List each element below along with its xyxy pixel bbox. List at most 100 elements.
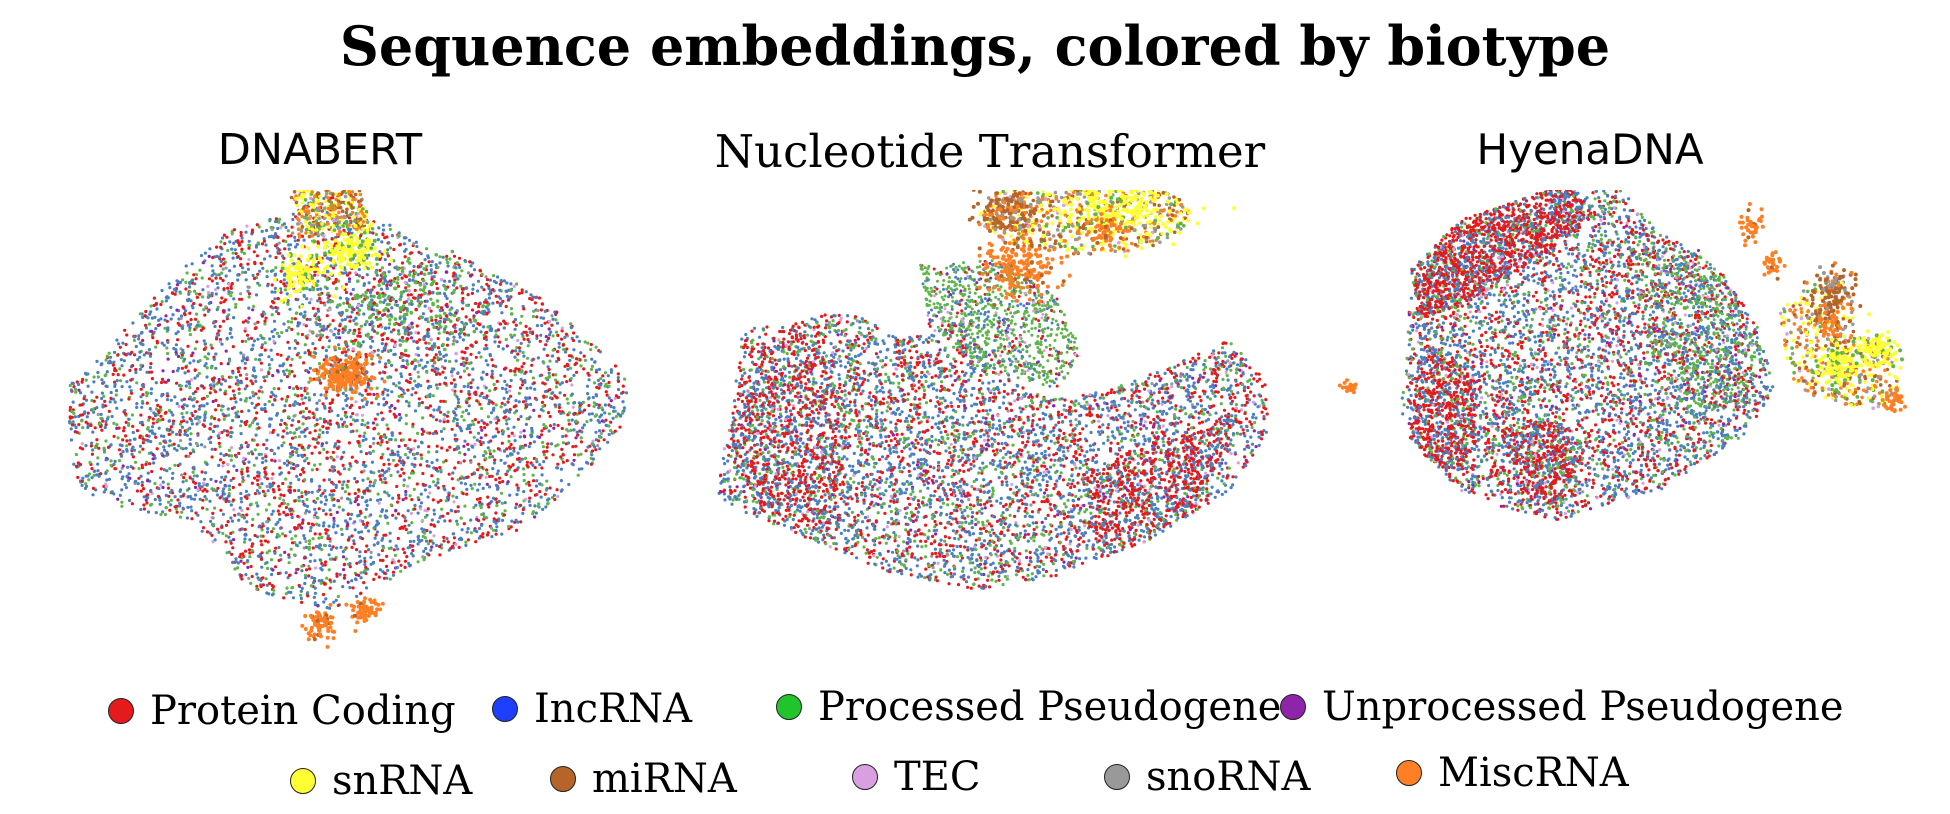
scatter-point-dnabert (429, 413, 433, 417)
scatter-point-dnabert (183, 371, 187, 375)
scatter-point-dnabert (200, 529, 204, 533)
scatter-point-dnabert (262, 237, 266, 241)
scatter-point-dnabert (287, 372, 292, 376)
scatter-point-dnabert (403, 551, 407, 555)
scatter-point-dnabert (259, 334, 263, 338)
scatter-point-dnabert (245, 224, 249, 228)
scatter-point-dnabert (330, 237, 334, 241)
scatter-point-dnabert (183, 472, 187, 476)
scatter-point-dnabert (283, 284, 287, 288)
scatter-point-dnabert (423, 488, 427, 492)
scatter-point-dnabert (388, 246, 393, 250)
scatter-point-dnabert (190, 422, 194, 426)
scatter-point-dnabert (126, 465, 130, 469)
scatter-point-dnabert (609, 399, 613, 403)
scatter-point-dnabert (530, 363, 534, 367)
scatter-point-dnabert (118, 367, 122, 371)
scatter-point-dnabert (287, 561, 291, 565)
scatter-point-dnabert (337, 336, 342, 340)
scatter-point-dnabert (283, 534, 287, 538)
scatter-point-dnabert (389, 503, 393, 507)
scatter-point-dnabert (228, 269, 232, 273)
scatter-point-dnabert (314, 351, 318, 355)
scatter-point-dnabert (210, 533, 214, 537)
scatter-point-dnabert (469, 483, 473, 487)
scatter-point-dnabert (350, 545, 354, 549)
scatter-point-dnabert (530, 426, 534, 430)
scatter-point-dnabert (356, 494, 360, 499)
scatter-point-dnabert (251, 517, 255, 521)
scatter-point-dnabert (308, 288, 312, 292)
scatter-point-dnabert (166, 486, 171, 490)
scatter-point-dnabert (386, 568, 390, 572)
scatter-point-dnabert (453, 339, 457, 343)
scatter-point-dnabert (484, 451, 488, 455)
scatter-point-dnabert (472, 314, 476, 318)
scatter-point-dnabert (325, 327, 329, 331)
scatter-point-dnabert (598, 420, 602, 424)
scatter-point-dnabert (516, 352, 520, 356)
scatter-point-dnabert (168, 419, 172, 423)
scatter-point-dnabert (398, 431, 402, 435)
scatter-point-dnabert (577, 467, 581, 471)
scatter-point-dnabert (444, 294, 448, 298)
scatter-point-dnabert (327, 345, 331, 349)
scatter-point-dnabert (462, 384, 466, 389)
scatter-point-dnabert (465, 356, 469, 361)
scatter-point-dnabert (282, 596, 286, 600)
scatter-point-dnabert (209, 519, 213, 523)
scatter-point-dnabert (165, 453, 169, 457)
scatter-point-dnabert (258, 269, 262, 273)
scatter-point-dnabert (358, 334, 362, 338)
scatter-point-dnabert (466, 271, 470, 275)
scatter-point-dnabert (178, 433, 182, 437)
scatter-point-dnabert (110, 490, 114, 494)
scatter-point-dnabert (564, 332, 569, 336)
scatter-point-dnabert (455, 261, 459, 265)
scatter-point-dnabert (616, 387, 621, 392)
scatter-point-dnabert (93, 469, 97, 473)
scatter-point-dnabert (296, 323, 300, 328)
scatter-point-dnabert (538, 482, 542, 486)
scatter-point-dnabert (591, 457, 596, 461)
scatter-point-dnabert (160, 377, 165, 381)
scatter-point-dnabert (342, 480, 346, 484)
scatter-point-dnabert (226, 362, 230, 366)
scatter-point-dnabert (238, 373, 242, 377)
scatter-point-dnabert (550, 323, 554, 327)
scatter-point-dnabert (555, 488, 559, 492)
scatter-point-dnabert (361, 405, 365, 409)
scatter-point-dnabert (451, 388, 455, 392)
scatter-point-dnabert (556, 443, 560, 447)
scatter-point-dnabert (276, 250, 280, 254)
scatter-point-dnabert (140, 463, 144, 467)
scatter-point-dnabert (304, 490, 308, 494)
scatter-point-dnabert (325, 430, 329, 434)
scatter-point-dnabert (270, 530, 274, 534)
scatter-point-dnabert (466, 293, 470, 297)
scatter-point-dnabert (359, 234, 363, 238)
scatter-point-dnabert (205, 489, 209, 493)
scatter-point-dnabert (103, 425, 107, 430)
scatter-point-dnabert (398, 272, 402, 277)
scatter-point-dnabert (448, 359, 452, 364)
scatter-point-dnabert (184, 384, 188, 388)
scatter-point-dnabert (324, 348, 328, 353)
scatter-point-dnabert (515, 282, 519, 286)
scatter-point-dnabert (401, 547, 405, 551)
scatter-point-dnabert (518, 321, 523, 325)
scatter-point-dnabert (234, 560, 238, 564)
scatter-point-dnabert (207, 437, 211, 441)
scatter-point-dnabert (140, 483, 144, 487)
scatter-point-dnabert (281, 435, 285, 439)
scatter-point-dnabert (248, 538, 252, 542)
scatter-point-dnabert (558, 382, 562, 386)
scatter-point-dnabert (319, 566, 323, 570)
scatter-point-dnabert (551, 348, 555, 352)
scatter-point-dnabert (120, 504, 124, 508)
scatter-point-dnabert (560, 329, 564, 333)
scatter-point-dnabert (219, 480, 223, 484)
scatter-point-dnabert (616, 372, 620, 376)
scatter-point-dnabert (262, 257, 267, 261)
scatter-point-dnabert (557, 403, 562, 407)
